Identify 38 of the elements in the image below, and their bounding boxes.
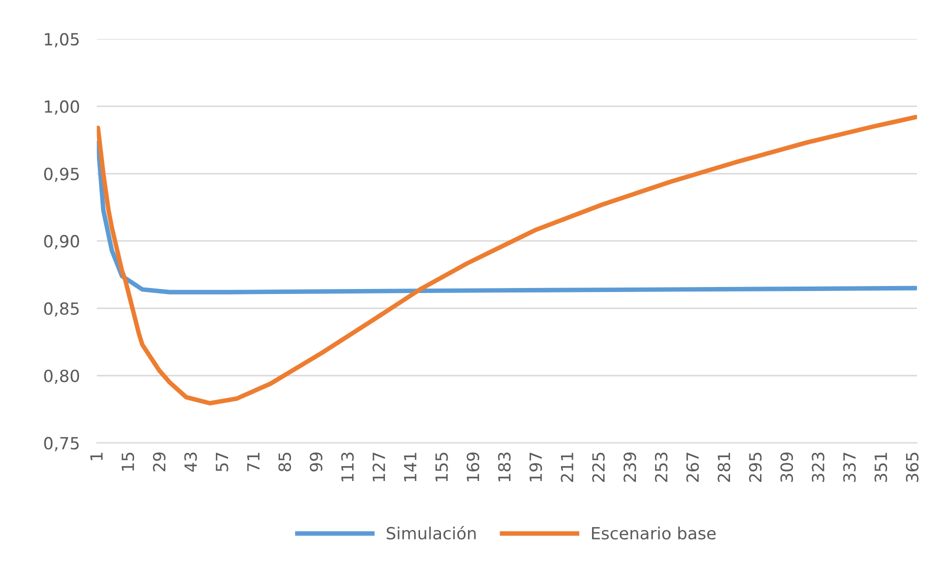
y-tick-label: 0,85 [44,302,79,317]
y-tick-label: 0,90 [44,234,80,250]
x-tick-label: 15 [122,452,134,471]
y-tick-label: 0,80 [44,370,80,384]
y-tick-label: 0,75 [44,436,79,452]
x-tick-label: 99 [310,452,322,472]
x-tick-label: 43 [184,452,197,472]
x-tick-label: 309 [780,452,794,482]
x-tick-label: 337 [843,452,856,482]
x-tick-label: 239 [624,452,636,482]
x-tick-label: 113 [341,452,354,482]
x-tick-label: 225 [592,452,605,482]
x-tick-label: 267 [686,452,699,482]
x-tick-label: 57 [216,452,228,472]
x-tick-label: 71 [247,452,260,472]
y-tick-label: 1,05 [44,32,79,48]
legend-label: Simulación [386,526,476,540]
x-tick-label: 183 [498,452,511,482]
x-tick-label: 197 [529,452,542,482]
line-series [96,140,918,294]
x-tick-label: 323 [812,452,824,482]
y-tick-label: 1,00 [44,100,80,115]
x-tick-label: 211 [560,452,574,482]
x-tick-label: 29 [152,452,166,472]
x-tick-label: 351 [874,452,888,482]
x-tick-label: 85 [278,452,292,472]
x-tick-label: 281 [718,452,730,482]
x-tick-label: 155 [436,452,448,482]
line-series [96,114,918,406]
legend-label: Escenario base [592,526,716,540]
y-tick-label: 0,95 [44,168,79,182]
x-tick-label: 365 [906,452,919,482]
x-tick-label: 169 [466,452,480,482]
x-tick-label: 141 [404,452,416,482]
x-tick-label: 295 [749,452,762,482]
x-tick-label: 1 [90,452,103,460]
x-tick-label: 127 [372,452,385,482]
x-tick-label: 253 [654,452,668,482]
